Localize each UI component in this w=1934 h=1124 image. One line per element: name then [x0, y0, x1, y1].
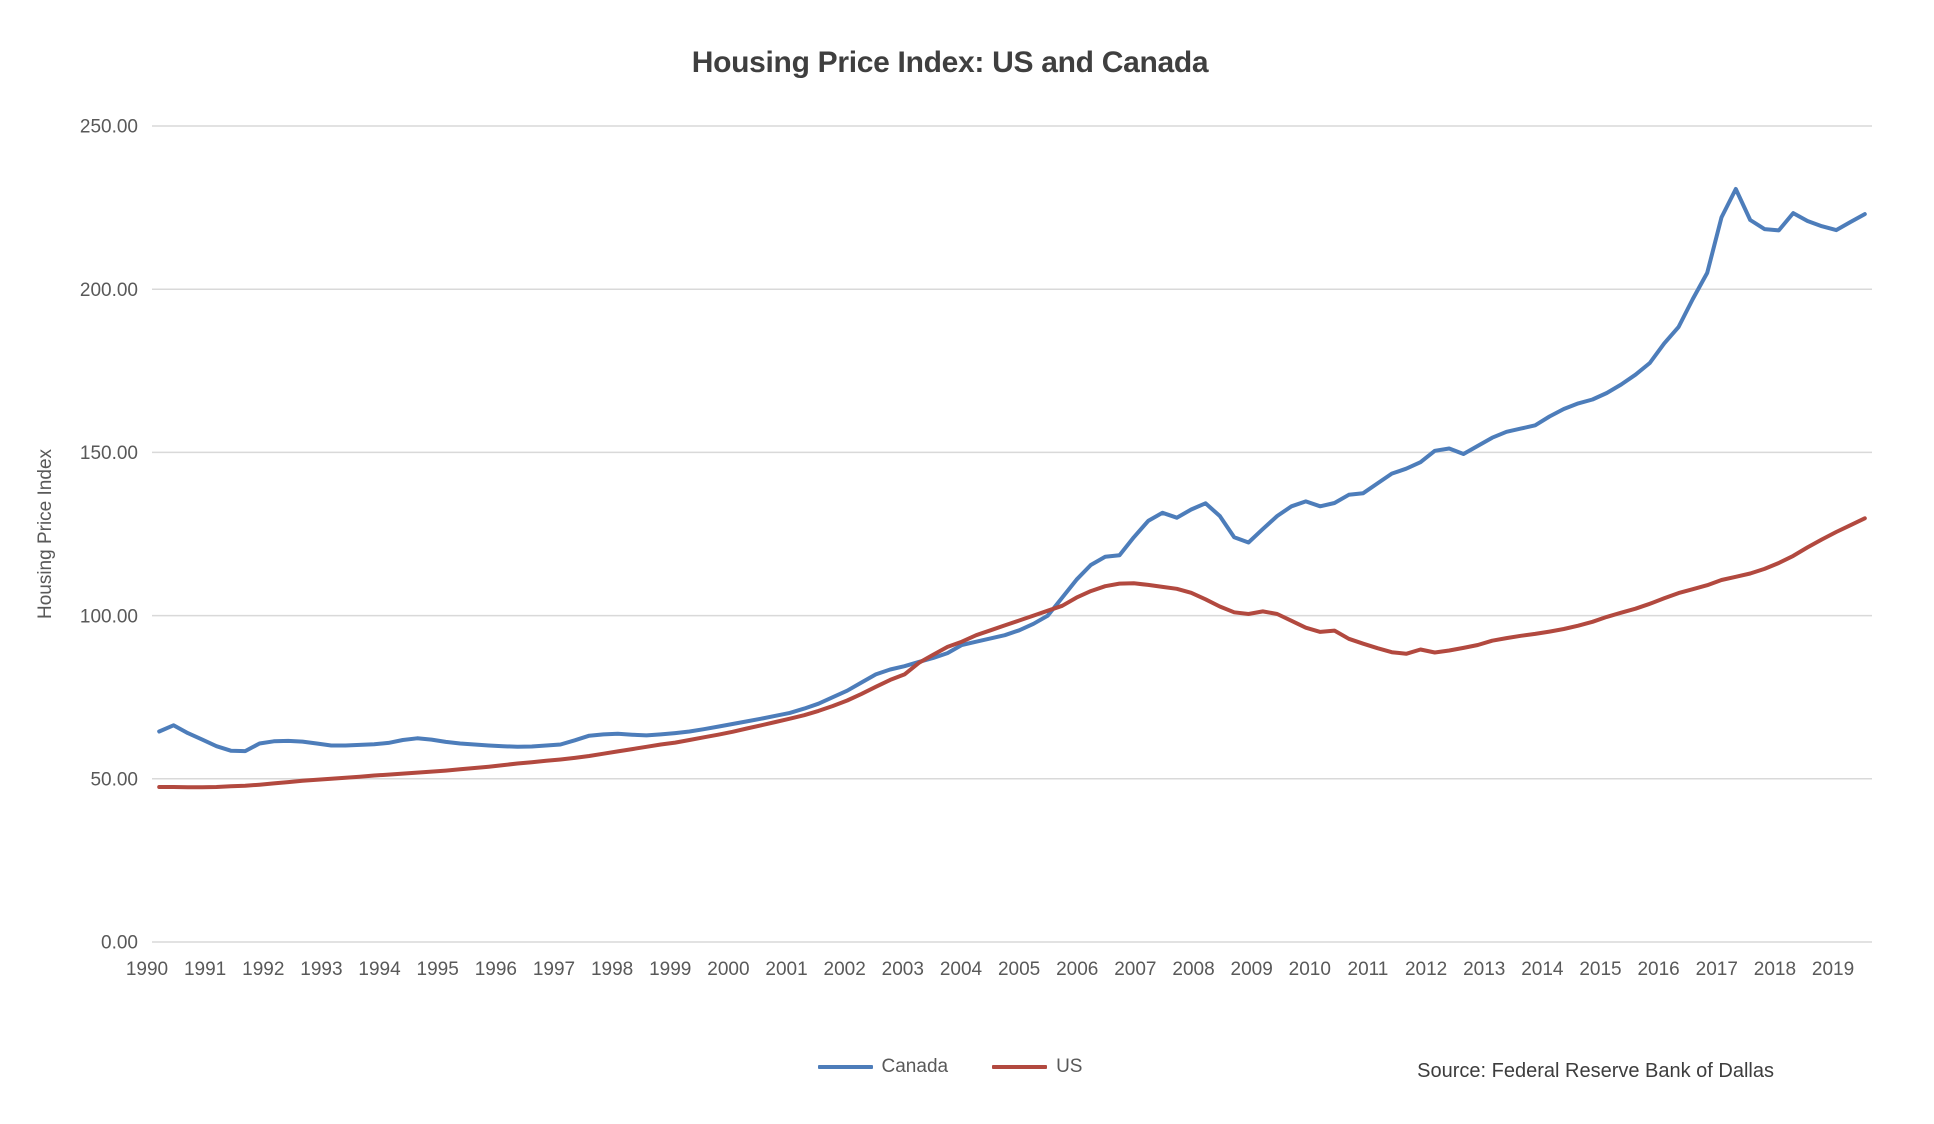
x-tick-label: 2017 — [1696, 959, 1738, 980]
x-tick-label: 2015 — [1579, 959, 1621, 980]
x-tick-label: 2012 — [1405, 959, 1447, 980]
y-tick-label: 0.00 — [101, 933, 138, 954]
x-tick-label: 1999 — [649, 959, 691, 980]
x-tick-label: 2018 — [1754, 959, 1796, 980]
legend-item-us: US — [992, 1056, 1082, 1078]
legend-label-us: US — [1056, 1056, 1083, 1077]
x-tick-label: 1994 — [358, 959, 401, 980]
x-tick-label: 2009 — [1231, 959, 1273, 980]
x-tick-label: 1998 — [591, 959, 633, 980]
y-tick-label: 100.00 — [80, 606, 138, 627]
x-tick-label: 1992 — [242, 959, 284, 980]
us-line — [157, 516, 1867, 790]
x-tick-label: 2001 — [765, 959, 807, 980]
y-axis-title: Housing Price Index — [35, 448, 56, 620]
x-tick-label: 2013 — [1463, 959, 1505, 980]
x-tick-label: 2010 — [1289, 959, 1331, 980]
y-tick-label: 200.00 — [80, 280, 138, 301]
x-tick-label: 2005 — [998, 959, 1040, 980]
legend-item-canada: Canada — [817, 1056, 949, 1078]
source-note: Source: Federal Reserve Bank of Dallas — [1417, 1060, 1774, 1082]
x-tick-label: 1996 — [475, 959, 517, 980]
x-tick-label: 2002 — [824, 959, 866, 980]
x-tick-label: 2004 — [940, 959, 983, 980]
x-tick-label: 1997 — [533, 959, 575, 980]
canada-line — [157, 187, 1867, 754]
x-tick-label: 2019 — [1812, 959, 1854, 980]
x-tick-label: 2007 — [1114, 959, 1156, 980]
canada-line-swatch-icon — [817, 1065, 873, 1069]
x-tick-label: 2003 — [882, 959, 924, 980]
x-tick-label: 2016 — [1637, 959, 1679, 980]
chart-title: Housing Price Index: US and Canada — [691, 46, 1209, 79]
y-tick-label: 250.00 — [80, 117, 138, 138]
legend-label-canada: Canada — [881, 1056, 949, 1077]
x-tick-label: 2008 — [1172, 959, 1214, 980]
chart-legend: Canada US — [0, 1056, 1900, 1078]
x-tick-label: 1993 — [300, 959, 342, 980]
y-tick-label: 50.00 — [90, 769, 138, 790]
x-tick-label: 2006 — [1056, 959, 1098, 980]
x-tick-label: 2000 — [707, 959, 749, 980]
x-tick-label: 2011 — [1348, 959, 1389, 980]
x-tick-label: 1990 — [126, 959, 168, 980]
us-line-swatch-icon — [992, 1065, 1048, 1069]
x-tick-label: 2014 — [1521, 959, 1564, 980]
x-tick-label: 1991 — [184, 959, 226, 980]
x-tick-label: 1995 — [417, 959, 459, 980]
y-tick-label: 150.00 — [80, 443, 138, 464]
